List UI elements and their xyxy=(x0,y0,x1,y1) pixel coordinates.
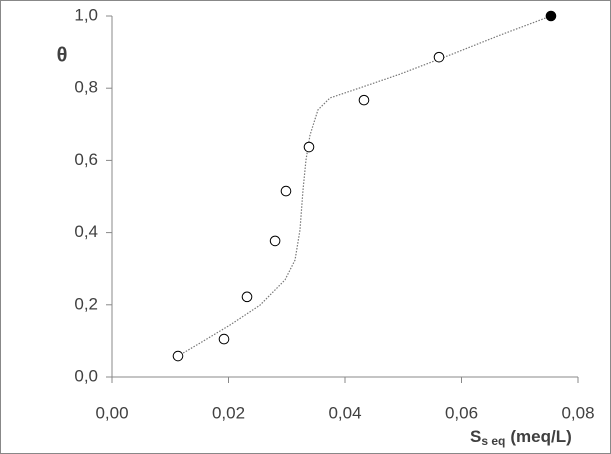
data-point xyxy=(358,94,370,106)
data-point xyxy=(545,10,557,22)
x-label-main: S xyxy=(470,427,481,446)
y-tick-label: 0,4 xyxy=(74,222,98,241)
x-label-unit: (meq/L) xyxy=(510,427,571,446)
y-tick-label: 0,8 xyxy=(74,78,98,97)
data-point xyxy=(269,235,281,247)
data-point xyxy=(218,333,230,345)
y-tick-label: 0,6 xyxy=(74,150,98,169)
y-tick-label: 0,2 xyxy=(74,294,98,313)
data-point xyxy=(280,185,292,197)
y-axis-label: θ xyxy=(57,44,68,66)
x-tick-label: 0,08 xyxy=(561,403,594,422)
data-point xyxy=(303,141,315,153)
y-tick-label: 1,0 xyxy=(74,5,98,24)
y-tick-label: 0,0 xyxy=(74,366,98,385)
data-point xyxy=(241,291,253,303)
x-tick-label: 0,02 xyxy=(212,403,245,422)
data-point xyxy=(172,350,184,362)
x-tick-label: 0,00 xyxy=(95,403,128,422)
x-axis-label: Ss eq (meq/L) xyxy=(470,427,572,448)
data-point xyxy=(433,51,445,63)
x-tick-label: 0,04 xyxy=(328,403,361,422)
x-label-sub: s eq xyxy=(481,434,505,448)
fit-curve xyxy=(177,15,552,357)
x-tick-label: 0,06 xyxy=(445,403,478,422)
